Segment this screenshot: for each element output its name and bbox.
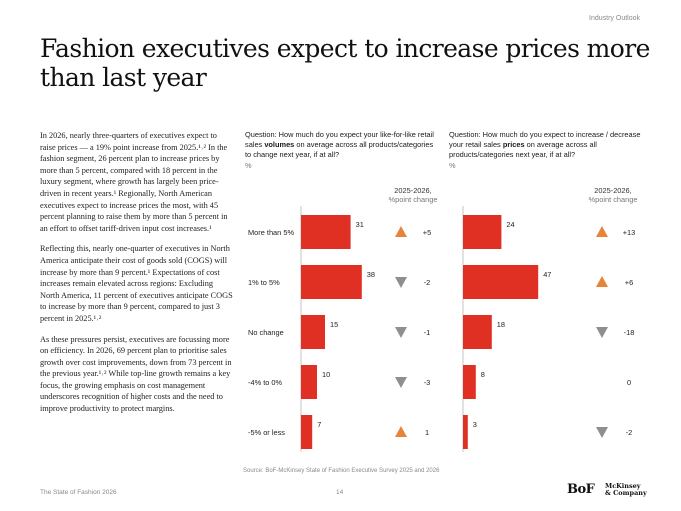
bof-logo: BoF: [567, 482, 595, 497]
mckinsey-logo: McKinsey & Company: [605, 483, 647, 497]
volumes-bar: [301, 365, 317, 399]
prices-change-value: +6: [625, 278, 633, 287]
volumes-question: Question: How much do you expect your li…: [245, 130, 441, 171]
volumes-bar: [301, 215, 351, 249]
prices-question: Question: How much do you expect to incr…: [449, 130, 645, 171]
page-number: 14: [336, 489, 344, 496]
prices-change-header-line1: 2025-2026,: [594, 186, 632, 195]
volumes-question-keyword: volumes: [264, 140, 295, 150]
prices-change-up-icon: [596, 226, 608, 237]
prices-value-label: 3: [473, 420, 477, 429]
body-paragraph: Reflecting this, nearly one-quarter of e…: [40, 244, 233, 323]
body-paragraph: As these pressures persist, executives a…: [40, 334, 232, 414]
volumes-value-label: 38: [367, 270, 375, 279]
volumes-change-value: -1: [424, 328, 431, 337]
volumes-category-label: -4% to 0%: [248, 378, 283, 387]
prices-change-header-line2: %point change: [588, 195, 638, 204]
prices-change-value: -2: [626, 428, 633, 437]
prices-bar: [463, 415, 468, 449]
volumes-change-value: +5: [423, 228, 431, 237]
volumes-question-text-end: on average across all products/categorie…: [245, 140, 434, 160]
volumes-value-label: 10: [322, 370, 330, 379]
volumes-bar: [301, 415, 313, 449]
volumes-change-header-line2: %point change: [388, 195, 438, 204]
volumes-value-label: 15: [330, 320, 338, 329]
page-title: Fashion executives expect to increase pr…: [40, 34, 650, 92]
prices-value-label: 8: [481, 370, 485, 379]
volumes-change-down-icon: [395, 327, 407, 338]
prices-change-down-icon: [596, 427, 608, 438]
prices-bar: [463, 315, 492, 349]
body-paragraph: In 2026, nearly three-quarters of execut…: [40, 131, 228, 233]
volumes-category-label: More than 5%: [248, 228, 294, 237]
prices-bar: [463, 365, 476, 399]
footer-publication: The State of Fashion 2026: [40, 489, 117, 496]
prices-value-label: 24: [506, 220, 514, 229]
prices-change-up-icon: [596, 276, 608, 287]
volumes-bar: [301, 265, 362, 299]
prices-change-down-icon: [596, 327, 608, 338]
prices-change-value: 0: [627, 378, 631, 387]
volumes-change-header-line1: 2025-2026,: [394, 186, 432, 195]
prices-change-value: +13: [623, 228, 636, 237]
prices-bar: [463, 265, 539, 299]
mckinsey-logo-line1: McKinsey: [605, 482, 641, 490]
prices-bar: [463, 215, 502, 249]
volumes-category-label: 1% to 5%: [248, 278, 280, 287]
prices-question-text-end: on average across all products/categorie…: [449, 140, 597, 160]
section-tag: Industry Outlook: [589, 15, 640, 22]
prices-value-label: 47: [543, 270, 551, 279]
volumes-change-up-icon: [395, 426, 407, 437]
volumes-bar: [301, 315, 325, 349]
prices-change-value: -18: [624, 328, 635, 337]
volumes-category-label: -5% or less: [248, 428, 285, 437]
prices-question-keyword: prices: [502, 140, 525, 150]
volumes-change-up-icon: [395, 226, 407, 237]
volumes-category-label: No change: [248, 328, 284, 337]
volumes-change-down-icon: [395, 377, 407, 388]
volumes-value-label: 7: [317, 420, 321, 429]
mckinsey-logo-line2: & Company: [605, 489, 647, 497]
volumes-value-label: 31: [356, 220, 364, 229]
volumes-unit-label: %: [245, 160, 252, 170]
volumes-change-header: 2025-2026, %point change: [378, 186, 448, 204]
prices-question-text: Question: How much do you expect to incr…: [449, 130, 641, 150]
volumes-change-down-icon: [395, 277, 407, 288]
prices-change-header: 2025-2026, %point change: [578, 186, 648, 204]
volumes-question-text: Question: How much do you expect your li…: [245, 130, 434, 150]
volumes-change-value: 1: [425, 428, 429, 437]
prices-unit-label: %: [449, 160, 456, 170]
volumes-change-value: -3: [424, 378, 431, 387]
source-note: Source: BoF-McKinsey State of Fashion Ex…: [243, 468, 440, 474]
body-text-column: In 2026, nearly three-quarters of execut…: [40, 130, 234, 424]
volumes-change-value: -2: [424, 278, 431, 287]
prices-value-label: 18: [497, 320, 505, 329]
